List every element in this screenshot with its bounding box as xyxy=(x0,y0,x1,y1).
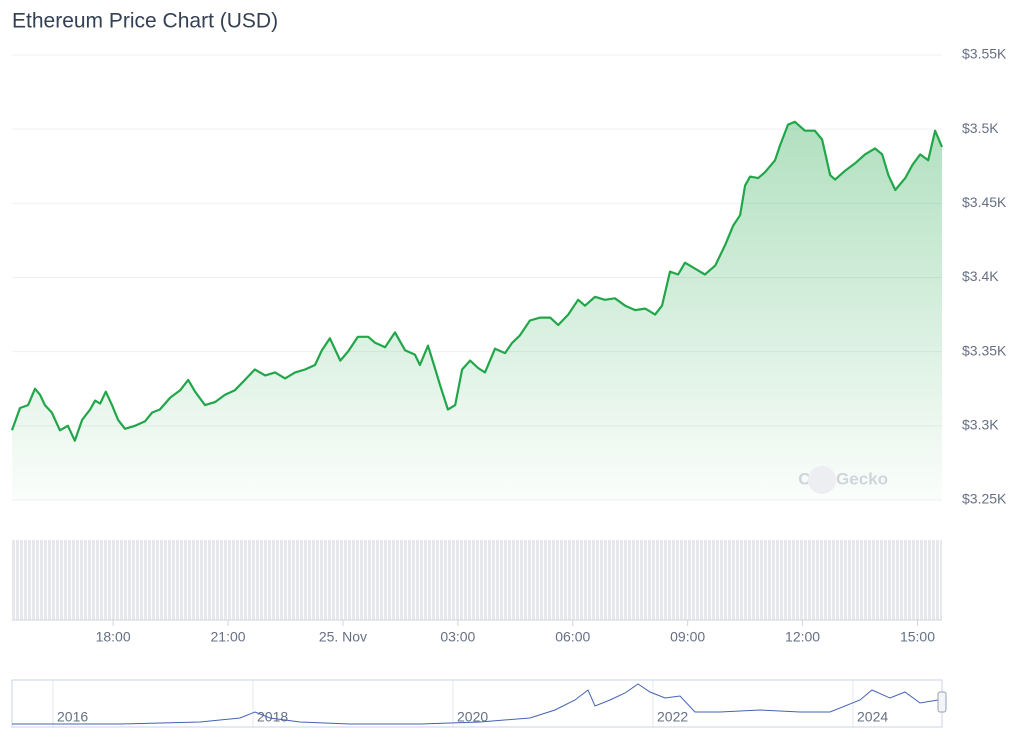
y-tick-label: $3.35K xyxy=(962,342,1007,358)
x-tick-label: 21:00 xyxy=(211,629,246,645)
navigator-line xyxy=(12,683,939,725)
y-tick-label: $3.5K xyxy=(962,120,999,136)
y-tick-label: $3.55K xyxy=(962,46,1007,62)
navigator-handle[interactable] xyxy=(937,691,947,713)
x-tick-label: 03:00 xyxy=(440,629,475,645)
x-tick-label: 15:00 xyxy=(900,629,935,645)
x-tick-label: 25. Nov xyxy=(319,629,367,645)
navigator-label: 2022 xyxy=(657,709,688,725)
chart-title: Ethereum Price Chart (USD) xyxy=(12,10,278,33)
y-tick-label: $3.4K xyxy=(962,268,999,284)
x-tick-label: 12:00 xyxy=(785,629,820,645)
navigator-label: 2024 xyxy=(857,709,888,725)
navigator-label: 2018 xyxy=(257,709,288,725)
y-tick-label: $3.45K xyxy=(962,194,1007,210)
price-line xyxy=(10,120,944,442)
navigator-label: 2016 xyxy=(57,709,88,725)
area-fill xyxy=(12,121,942,501)
y-tick-label: $3.25K xyxy=(962,491,1007,507)
x-tick-label: 18:00 xyxy=(96,629,131,645)
navigator-label: 2020 xyxy=(457,709,488,725)
volume-bars xyxy=(12,540,942,620)
x-tick-label: 06:00 xyxy=(555,629,590,645)
y-tick-label: $3.3K xyxy=(962,417,999,433)
watermark-logo xyxy=(808,466,836,494)
x-tick-label: 09:00 xyxy=(670,629,705,645)
